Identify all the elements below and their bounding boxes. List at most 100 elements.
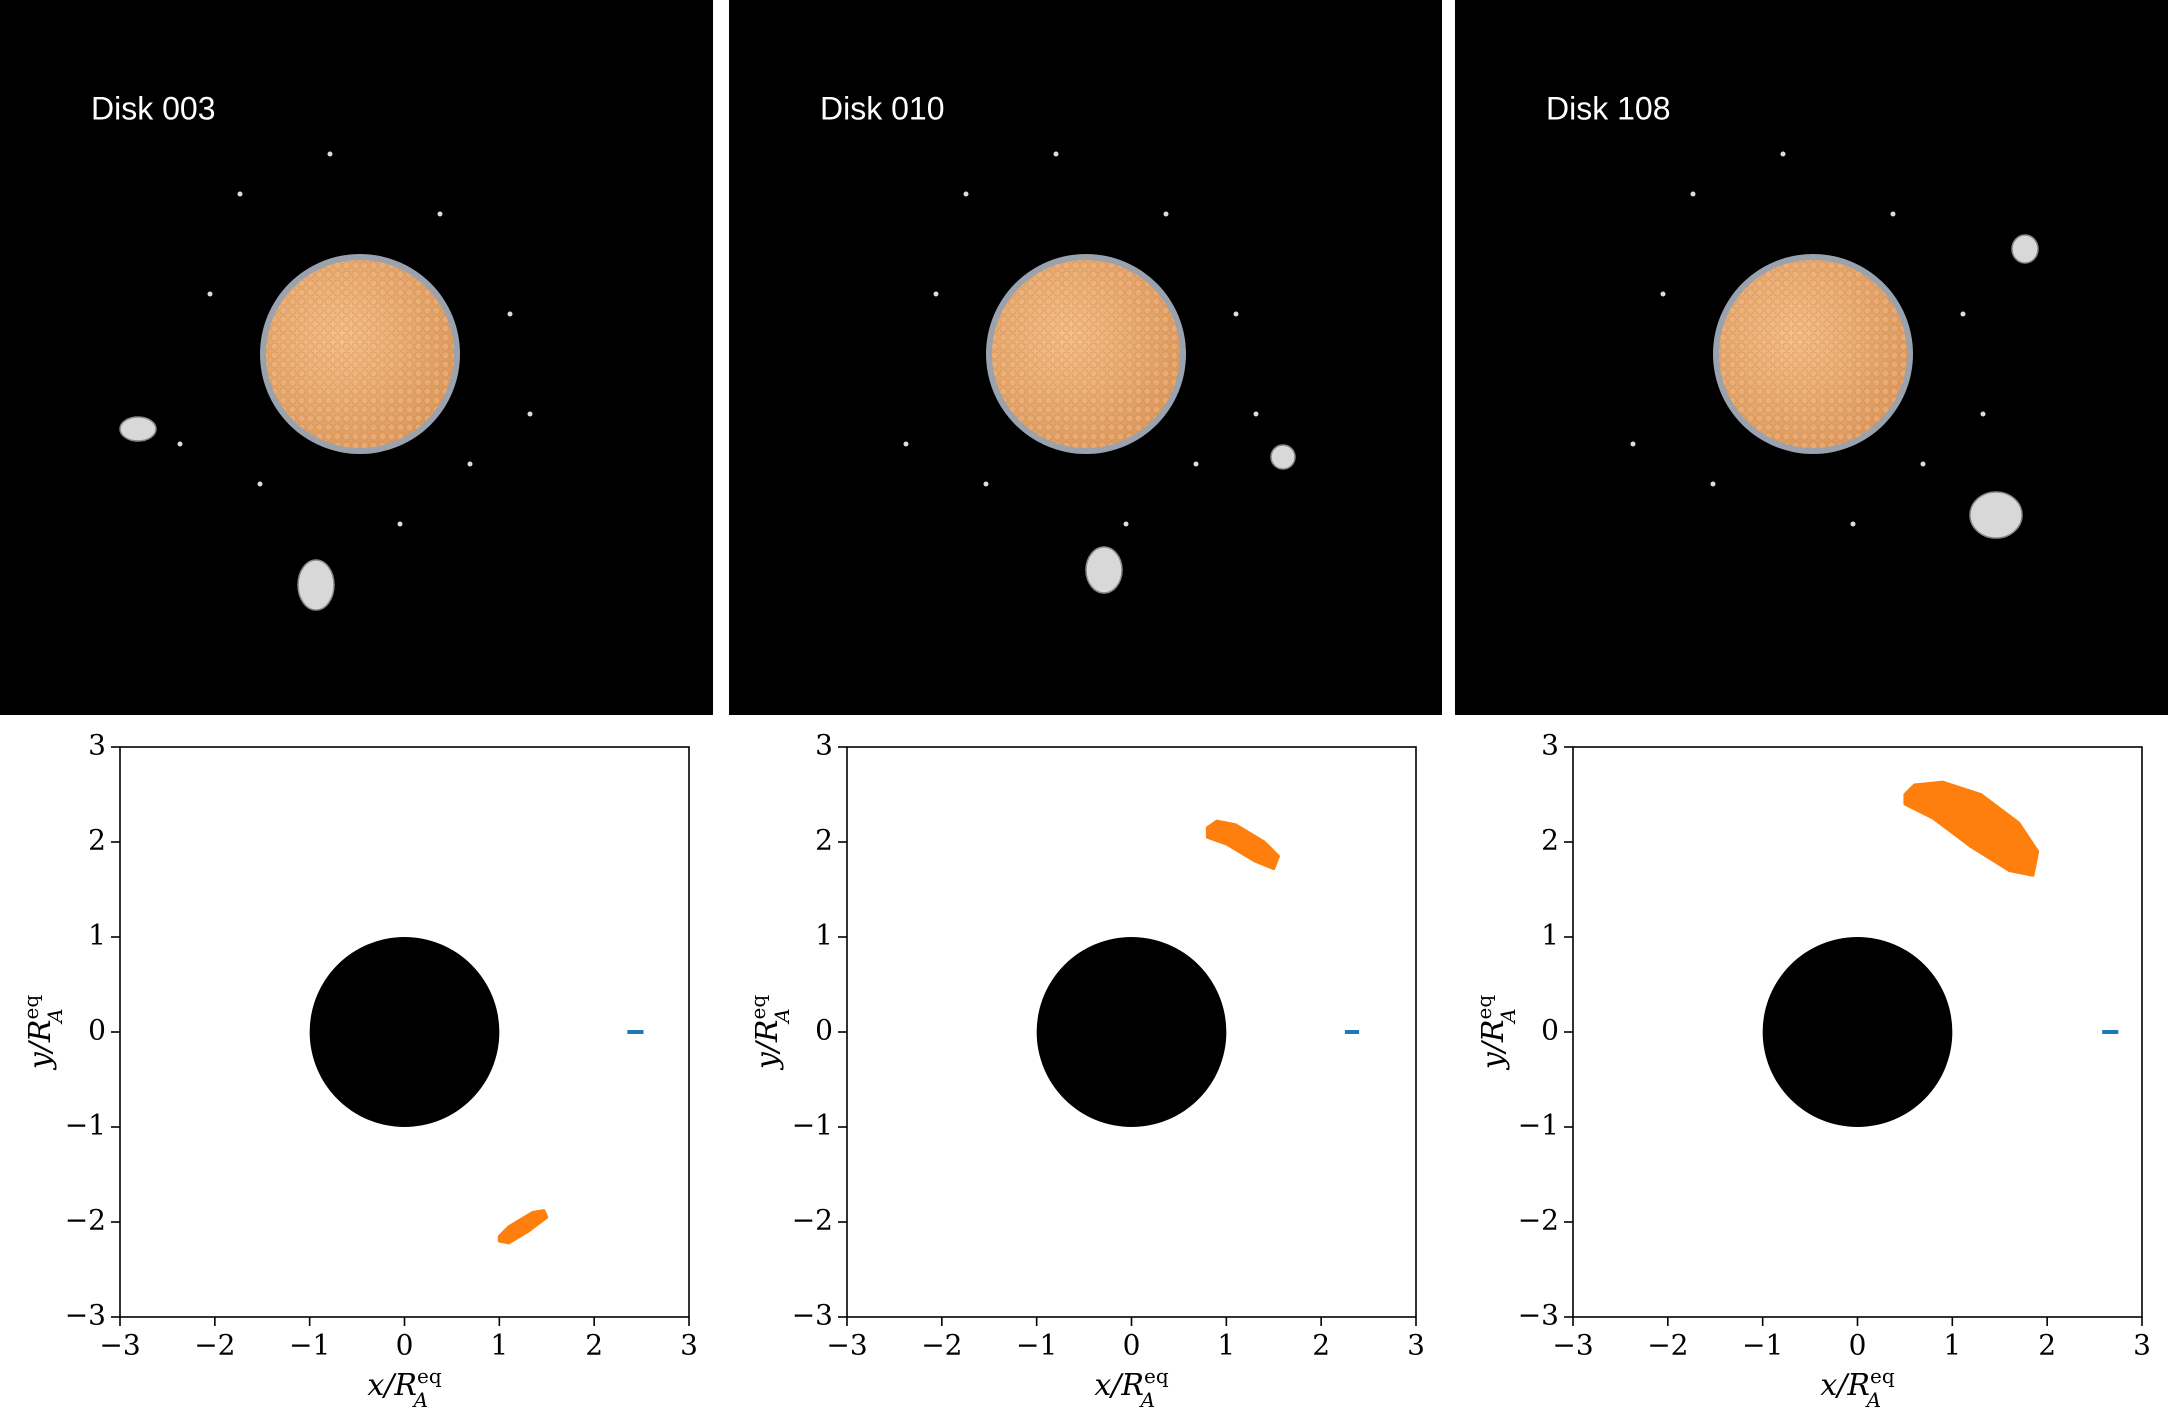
y-label-sub: A bbox=[43, 1008, 67, 1024]
x-tick-label: 0 bbox=[1123, 1329, 1141, 1362]
y-tick-label: 3 bbox=[1541, 729, 1559, 762]
y-tick-label: −1 bbox=[1518, 1109, 1559, 1142]
y-tick-label: −2 bbox=[65, 1204, 106, 1237]
y-tick-label: 2 bbox=[88, 824, 106, 857]
particle bbox=[1890, 211, 1896, 217]
y-axis-label: y/ReqA bbox=[19, 995, 67, 1071]
y-tick-label: 0 bbox=[1541, 1014, 1559, 1047]
particle bbox=[1053, 151, 1059, 157]
panel-title: Disk 108 bbox=[1546, 90, 1671, 126]
y-tick-label: −2 bbox=[1518, 1204, 1559, 1237]
render-panel: Disk 010 bbox=[729, 0, 1442, 715]
particle bbox=[237, 191, 243, 197]
y-label-base: y/R bbox=[750, 1019, 785, 1071]
moonlet bbox=[2011, 234, 2039, 264]
moonlet bbox=[1085, 546, 1123, 594]
y-tick-label: −3 bbox=[792, 1299, 833, 1332]
y-tick-label: −1 bbox=[65, 1109, 106, 1142]
body bbox=[1036, 937, 1227, 1127]
moonlet bbox=[1270, 444, 1296, 470]
y-label-sup: eq bbox=[1472, 995, 1496, 1020]
x-tick-label: 1 bbox=[490, 1329, 508, 1362]
x-axis-label: x/Req A bbox=[1820, 1364, 1894, 1410]
particle bbox=[1233, 311, 1239, 317]
x-label-sup: eq bbox=[1870, 1364, 1895, 1388]
panel-title: Disk 010 bbox=[820, 90, 945, 126]
particle bbox=[1980, 411, 1986, 417]
x-label-sup: eq bbox=[1144, 1364, 1169, 1388]
particle bbox=[207, 291, 213, 297]
y-label-base: y/R bbox=[23, 1019, 58, 1071]
y-label-sup: eq bbox=[746, 995, 770, 1020]
clump bbox=[1903, 780, 2040, 877]
particle bbox=[1163, 211, 1169, 217]
x-tick-label: −3 bbox=[826, 1329, 867, 1362]
moonlet bbox=[297, 559, 335, 611]
x-tick-label: 1 bbox=[1217, 1329, 1235, 1362]
particle bbox=[1920, 461, 1926, 467]
y-tick-label: 0 bbox=[88, 1014, 106, 1047]
x-tick-label: 3 bbox=[680, 1329, 698, 1362]
x-tick-label: −3 bbox=[99, 1329, 140, 1362]
y-tick-label: 3 bbox=[88, 729, 106, 762]
particle bbox=[467, 461, 473, 467]
particle bbox=[1850, 521, 1856, 527]
x-tick-label: 2 bbox=[585, 1329, 603, 1362]
x-tick-label: 3 bbox=[1407, 1329, 1425, 1362]
particle bbox=[1193, 461, 1199, 467]
y-tick-label: 3 bbox=[815, 729, 833, 762]
y-tick-label: 2 bbox=[1541, 824, 1559, 857]
x-tick-label: −1 bbox=[289, 1329, 330, 1362]
planet-texture bbox=[1719, 260, 1907, 448]
particle bbox=[1630, 441, 1636, 447]
render-panel: Disk 003 bbox=[0, 0, 713, 715]
panel-title: Disk 003 bbox=[91, 90, 216, 126]
particle bbox=[437, 211, 443, 217]
y-tick-label: 1 bbox=[1541, 919, 1559, 952]
particle bbox=[327, 151, 333, 157]
y-tick-label: −3 bbox=[65, 1299, 106, 1332]
y-axis-label: y/ReqA bbox=[1472, 995, 1520, 1071]
particle bbox=[1123, 521, 1129, 527]
particle bbox=[983, 481, 989, 487]
y-label-base: y/R bbox=[1476, 1019, 1511, 1071]
x-axis-label: x/Req A bbox=[367, 1364, 441, 1410]
y-label-sub: A bbox=[770, 1008, 794, 1024]
x-label-sub: A bbox=[412, 1388, 428, 1410]
x-tick-label: 2 bbox=[2038, 1329, 2056, 1362]
moonlet bbox=[1969, 491, 2023, 539]
x-label-sub: A bbox=[1865, 1388, 1881, 1410]
moonlet bbox=[119, 416, 157, 442]
particle bbox=[1253, 411, 1259, 417]
y-label-sup: eq bbox=[19, 995, 43, 1020]
particle bbox=[1710, 481, 1716, 487]
x-tick-label: 2 bbox=[1312, 1329, 1330, 1362]
y-tick-label: 0 bbox=[815, 1014, 833, 1047]
particle bbox=[1690, 191, 1696, 197]
x-tick-label: −1 bbox=[1016, 1329, 1057, 1362]
particle bbox=[257, 481, 263, 487]
planet-texture bbox=[266, 260, 454, 448]
y-label-sub: A bbox=[1496, 1008, 1520, 1024]
x-tick-label: −2 bbox=[1647, 1329, 1688, 1362]
particle bbox=[397, 521, 403, 527]
x-tick-label: 3 bbox=[2133, 1329, 2151, 1362]
particle bbox=[1660, 291, 1666, 297]
planet-texture bbox=[992, 260, 1180, 448]
y-axis-label: y/ReqA bbox=[746, 995, 794, 1071]
x-axis-label: x/Req A bbox=[1094, 1364, 1168, 1410]
x-label-sub: A bbox=[1139, 1388, 1155, 1410]
y-tick-label: 1 bbox=[88, 919, 106, 952]
x-label-base: x/R bbox=[1820, 1368, 1870, 1403]
x-tick-label: 0 bbox=[396, 1329, 414, 1362]
particle bbox=[1960, 311, 1966, 317]
x-label-base: x/R bbox=[1094, 1368, 1144, 1403]
clump bbox=[1205, 819, 1280, 871]
render-panel: Disk 108 bbox=[1455, 0, 2168, 715]
particle bbox=[507, 311, 513, 317]
x-tick-label: −2 bbox=[921, 1329, 962, 1362]
y-tick-label: 1 bbox=[815, 919, 833, 952]
